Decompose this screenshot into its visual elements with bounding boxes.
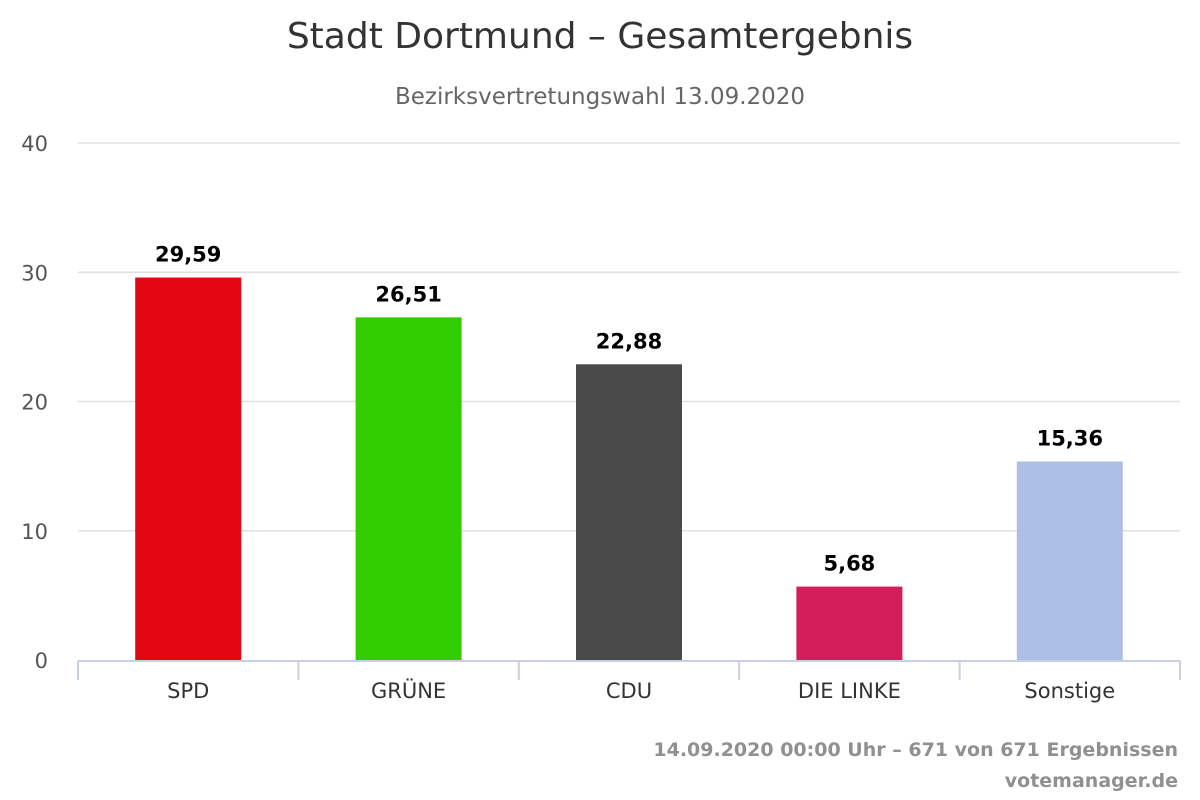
chart-subtitle: Bezirksvertretungswahl 13.09.2020 — [395, 84, 805, 110]
y-tick-label: 30 — [21, 261, 48, 285]
bar[interactable] — [355, 317, 462, 660]
footer-status: 14.09.2020 00:00 Uhr – 671 von 671 Ergeb… — [653, 739, 1178, 761]
bar[interactable] — [576, 364, 682, 660]
data-labels: 29,59 26,51 22,88 5,68 15,36 — [155, 243, 1103, 576]
y-tick-label: 20 — [21, 391, 48, 415]
x-axis: SPD GRÜNE CDU DIE LINKE Sonstige — [77, 660, 1181, 703]
bar[interactable] — [1016, 461, 1123, 660]
x-tick-label: SPD — [167, 679, 209, 703]
chart-title: Stadt Dortmund – Gesamtergebnis — [287, 16, 913, 57]
y-tick-label: 40 — [21, 132, 48, 156]
x-tick-label: DIE LINKE — [798, 679, 901, 703]
y-tick-label: 0 — [35, 649, 48, 673]
data-label: 5,68 — [823, 552, 875, 576]
y-tick-label: 10 — [21, 520, 48, 544]
x-tick-label: GRÜNE — [371, 678, 446, 703]
bar[interactable] — [135, 277, 242, 660]
bars — [135, 277, 1123, 660]
x-tick-label: Sonstige — [1024, 679, 1115, 703]
data-label: 22,88 — [596, 329, 662, 353]
footer-credit[interactable]: votemanager.de — [1005, 770, 1178, 792]
x-tick-label: CDU — [606, 679, 652, 703]
data-label: 15,36 — [1037, 426, 1103, 450]
bar[interactable] — [796, 586, 903, 660]
data-label: 26,51 — [375, 282, 441, 306]
y-axis-ticks: 0 10 20 30 40 — [21, 132, 48, 673]
data-label: 29,59 — [155, 243, 221, 267]
